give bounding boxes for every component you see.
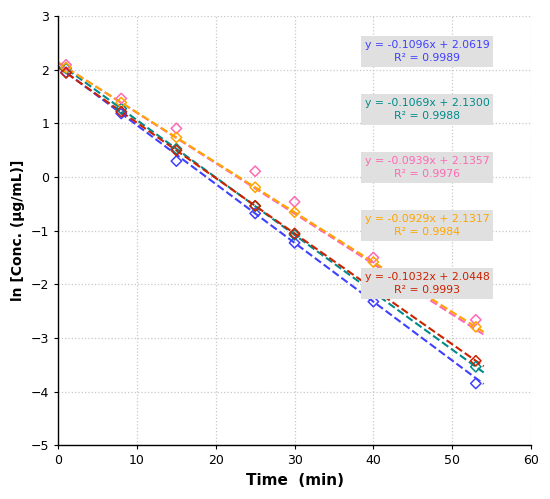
- Point: [62, 64, 70, 72]
- Point: [172, 146, 181, 154]
- Point: [369, 258, 378, 266]
- Point: [251, 183, 260, 191]
- Point: [62, 68, 70, 76]
- Text: y = -0.1096x + 2.0619
R² = 0.9989: y = -0.1096x + 2.0619 R² = 0.9989: [365, 40, 490, 63]
- Point: [251, 210, 260, 218]
- Text: y = -0.0929x + 2.1317
R² = 0.9984: y = -0.0929x + 2.1317 R² = 0.9984: [365, 214, 490, 237]
- Point: [290, 198, 299, 206]
- Point: [62, 64, 70, 72]
- Point: [117, 105, 125, 113]
- Point: [471, 323, 480, 331]
- Point: [471, 316, 480, 324]
- Point: [290, 208, 299, 216]
- X-axis label: Time  (min): Time (min): [245, 473, 344, 488]
- Point: [117, 99, 125, 107]
- Text: y = -0.1032x + 2.0448
R² = 0.9993: y = -0.1032x + 2.0448 R² = 0.9993: [365, 271, 490, 295]
- Point: [471, 379, 480, 387]
- Point: [172, 133, 181, 141]
- Point: [471, 357, 480, 365]
- Point: [369, 253, 378, 261]
- Text: y = -0.0939x + 2.1357
R² = 0.9976: y = -0.0939x + 2.1357 R² = 0.9976: [365, 156, 490, 179]
- Point: [290, 230, 299, 238]
- Point: [62, 61, 70, 69]
- Text: y = -0.1069x + 2.1300
R² = 0.9988: y = -0.1069x + 2.1300 R² = 0.9988: [365, 98, 490, 121]
- Point: [172, 124, 181, 132]
- Y-axis label: ln [Conc. (µg/mL)]: ln [Conc. (µg/mL)]: [11, 160, 25, 301]
- Point: [117, 108, 125, 116]
- Point: [172, 145, 181, 153]
- Point: [117, 94, 125, 102]
- Point: [471, 363, 480, 371]
- Point: [251, 202, 260, 210]
- Point: [290, 239, 299, 247]
- Point: [251, 167, 260, 175]
- Point: [290, 231, 299, 239]
- Point: [117, 109, 125, 117]
- Point: [172, 157, 181, 165]
- Point: [369, 297, 378, 305]
- Point: [369, 288, 378, 296]
- Point: [369, 285, 378, 293]
- Point: [251, 202, 260, 210]
- Point: [62, 69, 70, 77]
